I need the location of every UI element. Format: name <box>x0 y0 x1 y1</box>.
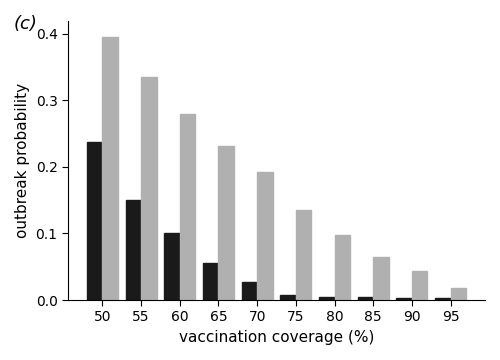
Bar <box>87 141 102 300</box>
Bar <box>296 210 312 300</box>
X-axis label: vaccination coverage (%): vaccination coverage (%) <box>179 330 374 345</box>
Bar <box>164 234 180 300</box>
Bar <box>412 271 428 300</box>
Bar <box>319 297 334 300</box>
Bar <box>203 264 218 300</box>
Bar <box>102 37 118 300</box>
Bar <box>396 298 412 300</box>
Bar <box>242 282 257 300</box>
Bar <box>334 235 350 300</box>
Bar <box>218 146 234 300</box>
Bar <box>141 77 156 300</box>
Bar <box>435 298 450 300</box>
Bar <box>358 297 373 300</box>
Bar <box>257 172 272 300</box>
Bar <box>280 295 296 300</box>
Text: (c): (c) <box>14 15 38 33</box>
Bar <box>180 114 195 300</box>
Bar <box>126 200 141 300</box>
Bar <box>450 288 466 300</box>
Y-axis label: outbreak probability: outbreak probability <box>15 83 30 238</box>
Bar <box>373 257 388 300</box>
